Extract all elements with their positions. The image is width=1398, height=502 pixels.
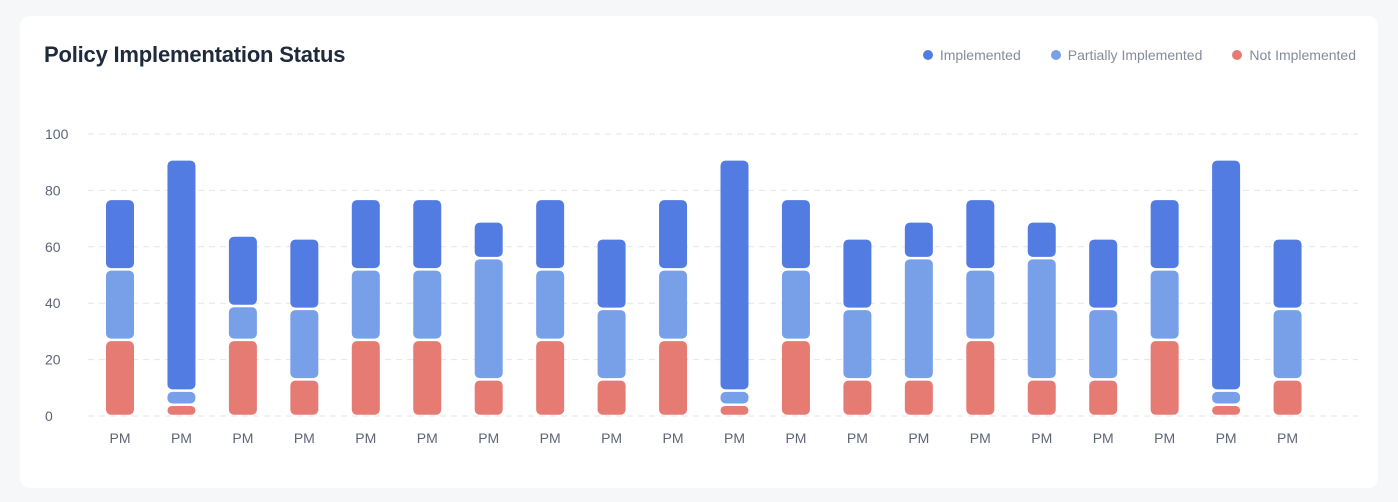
bar-segment-not-implemented[interactable] <box>536 341 565 415</box>
bar-segment-implemented[interactable] <box>781 200 810 269</box>
bar-segment-partially-implemented[interactable] <box>1212 391 1241 404</box>
y-tick-label: 100 <box>45 126 69 142</box>
bar-segment-partially-implemented[interactable] <box>1150 270 1179 339</box>
bar-segment-implemented[interactable] <box>228 236 257 305</box>
legend-dot-partially-implemented <box>1050 50 1061 60</box>
bar-segment-not-implemented[interactable] <box>966 341 995 415</box>
bar-segment-implemented[interactable] <box>290 239 319 308</box>
x-tick-label: PM <box>355 430 376 446</box>
bar-segment-not-implemented[interactable] <box>351 341 380 415</box>
x-tick-label: PM <box>110 430 131 446</box>
bar-segment-partially-implemented[interactable] <box>413 270 442 339</box>
legend-item-implemented[interactable]: Implemented <box>922 47 1021 63</box>
x-tick-label: PM <box>417 430 438 446</box>
bar-segment-not-implemented[interactable] <box>597 380 626 415</box>
legend-label-not-implemented: Not Implemented <box>1249 47 1356 63</box>
legend-item-partially-implemented[interactable]: Partially Implemented <box>1050 47 1203 63</box>
bar-segment-not-implemented[interactable] <box>1273 380 1302 415</box>
bar-segment-implemented[interactable] <box>904 222 933 257</box>
bar-segment-partially-implemented[interactable] <box>106 270 134 339</box>
bar-segment-implemented[interactable] <box>843 239 872 308</box>
bar-segment-not-implemented[interactable] <box>720 405 749 415</box>
bar-segment-implemented[interactable] <box>720 160 749 390</box>
bar-segment-implemented[interactable] <box>1212 160 1241 390</box>
bar-segment-not-implemented[interactable] <box>474 380 503 415</box>
x-tick-label: PM <box>1216 430 1237 446</box>
x-tick-label: PM <box>970 430 991 446</box>
bar-segment-partially-implemented[interactable] <box>228 307 257 339</box>
bar-segment-implemented[interactable] <box>966 200 995 269</box>
bar-segment-implemented[interactable] <box>659 200 688 269</box>
bar-segment-partially-implemented[interactable] <box>1273 310 1302 379</box>
bar-segment-implemented[interactable] <box>597 239 626 308</box>
bar-segment-not-implemented[interactable] <box>290 380 319 415</box>
bar-segment-partially-implemented[interactable] <box>290 310 319 379</box>
bar-segment-partially-implemented[interactable] <box>1089 310 1118 379</box>
legend-item-not-implemented[interactable]: Not Implemented <box>1232 47 1356 63</box>
y-tick-label: 20 <box>45 352 61 368</box>
bar-segment-implemented[interactable] <box>413 200 442 269</box>
x-tick-label: PM <box>785 430 806 446</box>
bar-segment-not-implemented[interactable] <box>1212 405 1241 415</box>
x-tick-label: PM <box>847 430 868 446</box>
bar-segment-implemented[interactable] <box>167 160 196 390</box>
x-tick-label: PM <box>478 430 499 446</box>
bar-segment-partially-implemented[interactable] <box>167 391 196 404</box>
x-tick-label: PM <box>1031 430 1052 446</box>
x-tick-label: PM <box>1093 430 1114 446</box>
bar-segment-implemented[interactable] <box>106 200 134 269</box>
legend-dot-implemented <box>922 50 933 60</box>
bar-segment-implemented[interactable] <box>474 222 503 257</box>
bar-segment-partially-implemented[interactable] <box>781 270 810 339</box>
bar-segment-partially-implemented[interactable] <box>966 270 995 339</box>
bar-segment-not-implemented[interactable] <box>1150 341 1179 415</box>
bar-segment-partially-implemented[interactable] <box>536 270 565 339</box>
bar-segment-implemented[interactable] <box>351 200 380 269</box>
x-tick-label: PM <box>1154 430 1175 446</box>
bar-segment-partially-implemented[interactable] <box>720 391 749 404</box>
x-tick-label: PM <box>663 430 684 446</box>
bar-segment-partially-implemented[interactable] <box>843 310 872 379</box>
x-tick-label: PM <box>540 430 561 446</box>
x-tick-label: PM <box>601 430 622 446</box>
bar-segment-partially-implemented[interactable] <box>474 259 503 379</box>
y-tick-label: 80 <box>45 182 61 198</box>
x-tick-label: PM <box>1277 430 1298 446</box>
bar-segment-implemented[interactable] <box>1150 200 1179 269</box>
y-tick-label: 60 <box>45 239 61 255</box>
bar-segment-not-implemented[interactable] <box>781 341 810 415</box>
x-tick-label: PM <box>171 430 192 446</box>
bar-segment-implemented[interactable] <box>1089 239 1118 308</box>
x-tick-label: PM <box>908 430 929 446</box>
bar-segment-not-implemented[interactable] <box>106 341 134 415</box>
bar-segment-not-implemented[interactable] <box>659 341 688 415</box>
x-tick-label: PM <box>232 430 253 446</box>
bar-segment-implemented[interactable] <box>1273 239 1302 308</box>
bar-segment-not-implemented[interactable] <box>167 405 196 415</box>
bar-segment-not-implemented[interactable] <box>413 341 442 415</box>
bar-segment-partially-implemented[interactable] <box>1027 259 1056 379</box>
bar-segment-partially-implemented[interactable] <box>597 310 626 379</box>
bar-segment-not-implemented[interactable] <box>904 380 933 415</box>
x-tick-label: PM <box>724 430 745 446</box>
stacked-bar-chart: 0 20 40 60 80 100 PM PM PM PM PM PM PM PM PM PM PM PM PM PM… <box>45 126 1358 446</box>
bar-segment-partially-implemented[interactable] <box>904 259 933 379</box>
y-tick-label: 40 <box>45 295 61 311</box>
bar-segment-implemented[interactable] <box>536 200 565 269</box>
bar-segment-not-implemented[interactable] <box>1027 380 1056 415</box>
legend-dot-not-implemented <box>1232 50 1243 60</box>
bar-segment-partially-implemented[interactable] <box>351 270 380 339</box>
chart-legend: Implemented Partially Implemented Not Im… <box>922 47 1356 63</box>
bar-segment-implemented[interactable] <box>1027 222 1056 257</box>
x-tick-label: PM <box>294 430 315 446</box>
bar-segment-not-implemented[interactable] <box>843 380 872 415</box>
bar-segment-not-implemented[interactable] <box>228 341 257 415</box>
bar-segment-partially-implemented[interactable] <box>659 270 688 339</box>
chart-title: Policy Implementation Status <box>44 42 346 67</box>
legend-label-partially-implemented: Partially Implemented <box>1067 47 1203 63</box>
legend-label-implemented: Implemented <box>939 47 1021 63</box>
y-tick-label: 0 <box>45 408 53 424</box>
chart-card: Policy Implementation Status Implemented… <box>20 16 1378 488</box>
bar-segment-not-implemented[interactable] <box>1089 380 1118 415</box>
